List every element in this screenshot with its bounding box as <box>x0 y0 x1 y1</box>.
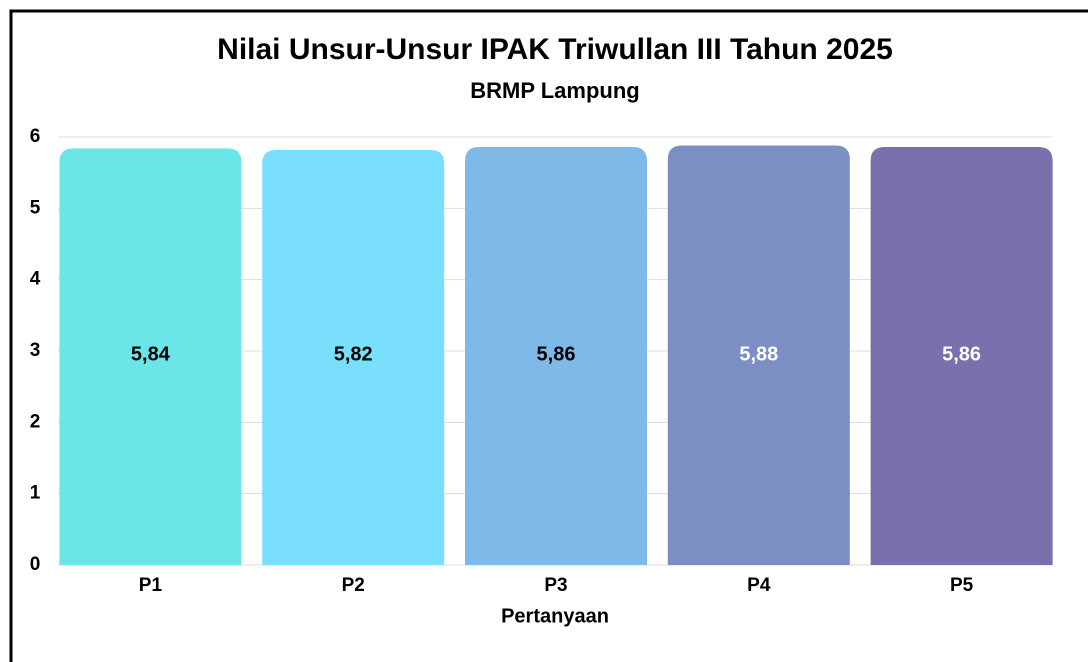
bar <box>59 148 242 565</box>
x-tick-label: P4 <box>747 575 771 596</box>
chart-subtitle: BRMP Lampung <box>470 78 639 103</box>
y-tick-label: 0 <box>30 554 41 575</box>
x-tick-label: P2 <box>342 575 365 596</box>
x-tick-label: P3 <box>544 575 567 596</box>
data-label: 5,86 <box>942 343 981 365</box>
x-tick-label: P5 <box>950 575 974 596</box>
bar <box>667 145 850 565</box>
data-label: 5,86 <box>537 343 576 365</box>
chart-title: Nilai Unsur-Unsur IPAK Triwullan III Tah… <box>217 33 893 66</box>
y-tick-label: 3 <box>30 340 41 361</box>
data-label: 5,84 <box>131 343 171 365</box>
x-axis-title: Pertanyaan <box>501 605 609 627</box>
bar <box>262 149 445 565</box>
bar <box>465 146 647 565</box>
x-tick-label: P1 <box>139 575 163 596</box>
data-label: 5,82 <box>334 343 373 365</box>
y-tick-label: 6 <box>30 126 41 147</box>
bar <box>870 146 1053 565</box>
y-tick-label: 2 <box>30 411 41 432</box>
data-label: 5,88 <box>739 343 778 365</box>
y-tick-label: 5 <box>30 197 41 218</box>
y-tick-label: 4 <box>30 269 41 290</box>
y-tick-label: 1 <box>30 483 41 504</box>
